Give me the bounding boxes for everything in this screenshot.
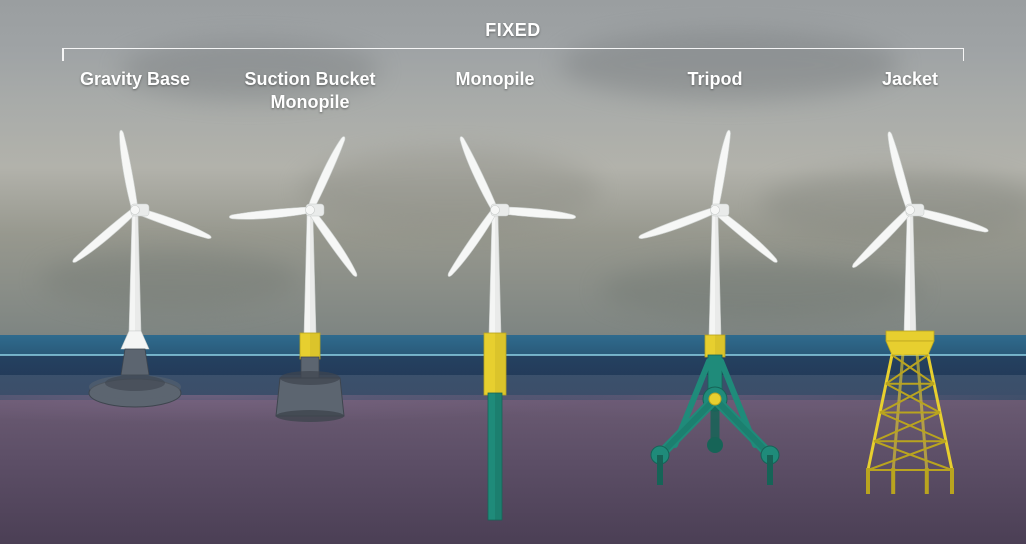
turbine-tripod <box>615 0 815 544</box>
turbine-jacket <box>810 0 1010 544</box>
turbine-monopile <box>395 0 595 544</box>
turbine-gravity-base <box>35 0 235 544</box>
scene-root: FIXED Gravity BaseSuction BucketMonopile… <box>0 0 1026 544</box>
turbine-suction-bucket-monopile <box>210 0 410 544</box>
